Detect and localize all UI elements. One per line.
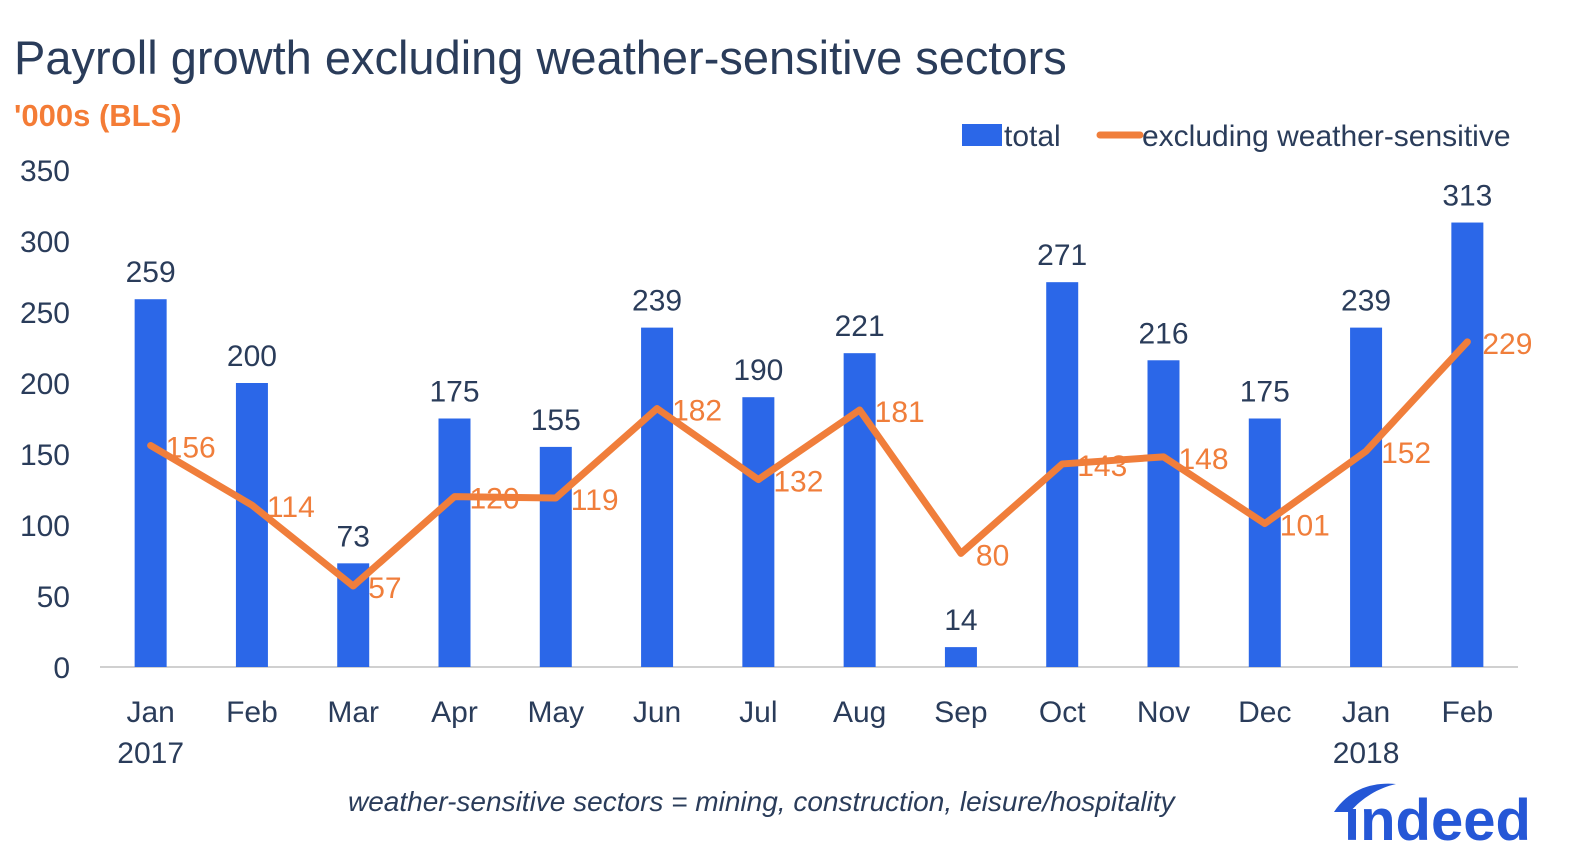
legend-label-excluding: excluding weather-sensitive <box>1142 120 1511 153</box>
y-tick-label: 300 <box>20 226 70 259</box>
x-tick-label: Jul <box>739 696 777 729</box>
bar-data-label: 239 <box>632 285 682 318</box>
bar-data-label: 259 <box>126 256 176 289</box>
x-tick-label: May <box>527 696 584 729</box>
bar-data-label: 175 <box>1240 376 1290 409</box>
bar <box>438 418 471 667</box>
bar-data-label: 175 <box>429 376 479 409</box>
line-series <box>147 338 1471 590</box>
indeed-logo: indeed <box>1334 783 1531 848</box>
x-tick-label: Jan <box>1342 696 1390 729</box>
x-year-label: 2017 <box>117 737 184 770</box>
bar-data-label: 271 <box>1037 239 1087 272</box>
x-tick-label: Aug <box>833 696 886 729</box>
bar-data-label: 190 <box>733 354 783 387</box>
y-axis: 0 50 100 150 200 250 300 350 <box>20 155 70 685</box>
footnote: weather-sensitive sectors = mining, cons… <box>348 786 1175 817</box>
bar <box>1451 222 1484 668</box>
bar <box>134 299 167 667</box>
y-tick-label: 250 <box>20 297 70 330</box>
legend-label-total: total <box>1004 120 1061 153</box>
chart-subtitle: '000s (BLS) <box>14 98 182 133</box>
line-data-label: 182 <box>672 395 722 428</box>
bar <box>742 397 775 667</box>
y-tick-label: 200 <box>20 368 70 401</box>
bar-data-label: 73 <box>337 520 370 553</box>
line-data-label: 148 <box>1179 443 1229 476</box>
bar-data-label: 313 <box>1442 180 1492 213</box>
line-data-label: 119 <box>571 484 619 517</box>
y-tick-label: 350 <box>20 155 70 188</box>
line-data-label: 132 <box>773 466 823 499</box>
bar <box>843 353 876 667</box>
bar-data-label: 155 <box>531 404 581 437</box>
bar <box>1350 327 1383 667</box>
x-axis: Jan 2017 Feb Mar Apr May Jun Jul Aug Sep Oct Nov Dec… <box>100 666 1518 770</box>
line-data-label: 156 <box>166 431 216 464</box>
y-tick-label: 100 <box>20 510 70 543</box>
bar <box>235 383 268 667</box>
bar <box>641 327 674 667</box>
x-tick-label: Mar <box>327 696 379 729</box>
line-data-labels: 156 114 57 120 119 182 132 181 80 143 148 101 152 229 <box>166 328 1533 605</box>
bar-data-label: 14 <box>944 604 977 637</box>
y-tick-label: 50 <box>37 581 70 614</box>
bar-series <box>134 222 1484 668</box>
bar-data-label: 200 <box>227 340 277 373</box>
y-tick-label: 0 <box>53 652 70 685</box>
y-tick-label: 150 <box>20 439 70 472</box>
bar <box>1248 418 1281 667</box>
x-tick-label: Nov <box>1137 696 1190 729</box>
bar <box>1147 360 1180 667</box>
line-data-label: 101 <box>1280 510 1330 543</box>
line-data-label: 143 <box>1077 450 1127 483</box>
line-data-label: 181 <box>875 396 925 429</box>
bar-data-label: 239 <box>1341 285 1391 318</box>
bar <box>539 446 572 667</box>
logo-swoosh-icon <box>1334 783 1396 812</box>
x-tick-label: Jan <box>126 696 174 729</box>
logo-wordmark: indeed <box>1344 788 1531 848</box>
line-series-path <box>147 338 1471 590</box>
x-tick-label: Feb <box>226 696 278 729</box>
bar-data-label: 221 <box>835 310 885 343</box>
legend-swatch-bar <box>962 124 1002 146</box>
line-data-label: 57 <box>368 572 401 605</box>
line-data-label: 229 <box>1482 328 1532 361</box>
line-data-label: 114 <box>267 491 315 524</box>
x-tick-label: Oct <box>1039 696 1086 729</box>
line-data-label: 152 <box>1381 437 1431 470</box>
line-data-label: 80 <box>976 539 1009 572</box>
line-data-label: 120 <box>470 483 520 516</box>
x-tick-label: Dec <box>1238 696 1291 729</box>
bar-data-labels: 259 200 73 175 155 239 190 221 14 271 216 175 239 313 <box>126 180 1493 638</box>
x-tick-label: Apr <box>431 696 478 729</box>
chart-title: Payroll growth excluding weather-sensiti… <box>14 31 1067 84</box>
x-tick-label: Jun <box>633 696 681 729</box>
x-tick-label: Sep <box>934 696 987 729</box>
bar <box>944 647 977 667</box>
x-tick-label: Feb <box>1442 696 1494 729</box>
legend: total excluding weather-sensitive <box>962 120 1511 153</box>
bar-data-label: 216 <box>1138 317 1188 350</box>
x-year-label: 2018 <box>1333 737 1400 770</box>
